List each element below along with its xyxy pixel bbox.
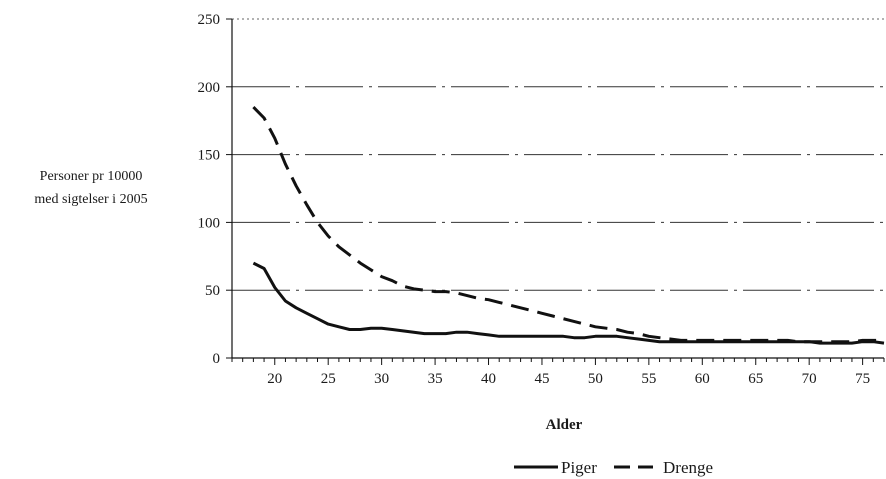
y-axis-title-line-1: Personer pr 10000 [40, 169, 143, 184]
x-tick-label-35: 35 [428, 371, 443, 387]
y-tick-label-100: 100 [198, 215, 221, 231]
x-tick-label-25: 25 [321, 371, 336, 387]
y-axis-title: Personer pr 10000 med sigtelser i 2005 [34, 169, 147, 207]
y-axis-title-line-2: med sigtelser i 2005 [34, 192, 147, 207]
x-tick-label-65: 65 [748, 371, 763, 387]
legend-label-piger: Piger [561, 458, 597, 477]
x-tick-label-30: 30 [374, 371, 389, 387]
legend: Piger Drenge [514, 458, 713, 477]
y-tick-label-0: 0 [213, 351, 221, 367]
x-tick-label-55: 55 [641, 371, 656, 387]
axes [231, 19, 884, 359]
series-line-piger [252, 261, 885, 345]
legend-label-drenge: Drenge [663, 458, 713, 477]
y-tick-label-50: 50 [205, 283, 220, 299]
grid [232, 18, 884, 291]
x-ticks: 20 25 30 35 40 45 50 55 60 65 70 75 [231, 358, 885, 387]
x-tick-label-75: 75 [855, 371, 870, 387]
y-ticks: 0 50 100 150 200 250 [198, 12, 232, 367]
x-tick-label-45: 45 [534, 371, 549, 387]
x-tick-label-50: 50 [588, 371, 603, 387]
y-tick-label-250: 250 [198, 12, 221, 28]
series-lines [252, 106, 885, 345]
x-tick-label-40: 40 [481, 371, 496, 387]
y-tick-label-200: 200 [198, 80, 221, 96]
x-axis-title: Alder [546, 417, 583, 433]
x-tick-label-70: 70 [802, 371, 817, 387]
y-tick-label-150: 150 [198, 148, 221, 164]
series-line-drenge [252, 106, 884, 344]
x-tick-label-60: 60 [695, 371, 710, 387]
x-tick-label-20: 20 [267, 371, 282, 387]
